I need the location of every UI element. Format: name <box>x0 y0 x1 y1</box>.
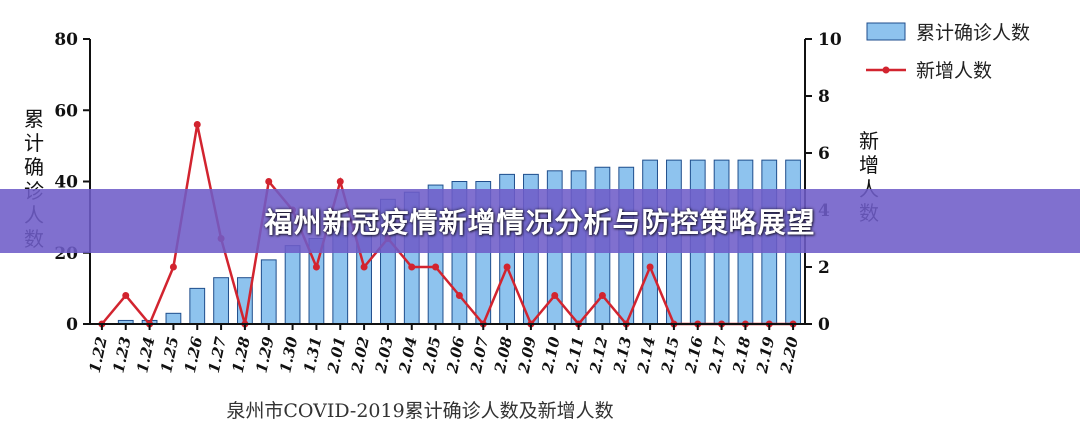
x-tick-label: 1.22 <box>86 335 111 374</box>
point-1.26 <box>193 121 201 128</box>
legend-swatch-bar <box>866 22 906 41</box>
left-tick-label: 40 <box>54 173 78 193</box>
left-tick-label: 60 <box>54 101 78 121</box>
right-tick-label: 0 <box>818 315 830 335</box>
legend: 累计确诊人数 新增人数 <box>866 22 1030 82</box>
banner-title: 福州新冠疫情新增情况分析与防控策略展望 <box>264 206 816 239</box>
x-tick-label: 2.06 <box>443 335 469 376</box>
point-2.10 <box>551 292 559 299</box>
point-1.31 <box>312 263 320 271</box>
right-tick-label: 8 <box>818 87 830 107</box>
left-tick-label: 80 <box>54 30 78 50</box>
bar-1.26 <box>189 287 206 325</box>
x-tick-label: 1.23 <box>109 335 134 374</box>
point-2.08 <box>503 263 511 271</box>
x-tick-label: 2.14 <box>634 335 659 375</box>
point-2.12 <box>598 292 606 299</box>
point-2.01 <box>336 178 344 185</box>
x-tick-label: 2.04 <box>395 335 420 375</box>
x-axis-ticks: 1.221.231.241.251.261.271.281.291.301.31… <box>86 324 802 376</box>
x-tick-label: 1.26 <box>181 335 206 375</box>
x-tick-label: 2.20 <box>777 335 803 376</box>
x-tick-label: 2.13 <box>610 335 635 375</box>
x-tick-label: 2.08 <box>491 335 517 376</box>
right-y-axis-ticks: 0246810 <box>805 30 842 335</box>
right-tick-label: 10 <box>818 30 842 50</box>
point-1.23 <box>122 292 130 299</box>
point-1.25 <box>169 263 177 271</box>
x-tick-label: 2.18 <box>729 335 755 376</box>
x-tick-label: 2.11 <box>562 335 587 375</box>
x-tick-label: 2.07 <box>467 335 493 376</box>
x-tick-label: 2.12 <box>586 335 611 375</box>
point-2.06 <box>455 292 463 299</box>
chart-caption: 泉州市COVID-2019累计确诊人数及新增人数 <box>226 400 613 422</box>
title-banner: 福州新冠疫情新增情况分析与防控策略展望 <box>0 189 1080 253</box>
x-tick-label: 2.10 <box>538 335 564 376</box>
x-tick-label: 2.02 <box>348 335 373 375</box>
x-tick-label: 1.24 <box>133 335 158 374</box>
x-tick-label: 2.01 <box>324 335 349 375</box>
x-tick-label: 1.30 <box>276 335 301 375</box>
point-2.02 <box>360 263 368 271</box>
x-tick-label: 1.25 <box>157 335 182 374</box>
point-1.29 <box>265 178 273 185</box>
x-tick-label: 2.15 <box>657 335 682 375</box>
legend-swatch-point <box>882 66 890 74</box>
point-2.14 <box>646 263 654 271</box>
x-tick-label: 2.19 <box>753 335 779 376</box>
x-tick-label: 1.31 <box>300 335 325 374</box>
x-tick-label: 1.28 <box>229 335 254 375</box>
x-tick-label: 2.03 <box>371 335 396 375</box>
x-tick-label: 1.27 <box>205 335 230 375</box>
right-tick-label: 6 <box>818 144 830 164</box>
bar-1.29 <box>260 259 277 325</box>
right-tick-label: 2 <box>818 258 830 278</box>
legend-label-new: 新增人数 <box>916 60 992 82</box>
point-2.05 <box>432 263 440 271</box>
bar-1.25 <box>165 312 182 325</box>
x-tick-label: 1.29 <box>252 335 277 375</box>
left-tick-label: 0 <box>66 315 78 335</box>
legend-label-cumulative: 累计确诊人数 <box>916 22 1030 44</box>
x-tick-label: 2.09 <box>514 335 540 376</box>
x-tick-label: 2.17 <box>705 335 731 376</box>
point-2.04 <box>408 263 416 271</box>
x-tick-label: 2.16 <box>681 335 707 376</box>
bar-1.30 <box>284 245 301 325</box>
bar-1.27 <box>213 277 229 325</box>
x-tick-label: 2.05 <box>419 335 444 375</box>
